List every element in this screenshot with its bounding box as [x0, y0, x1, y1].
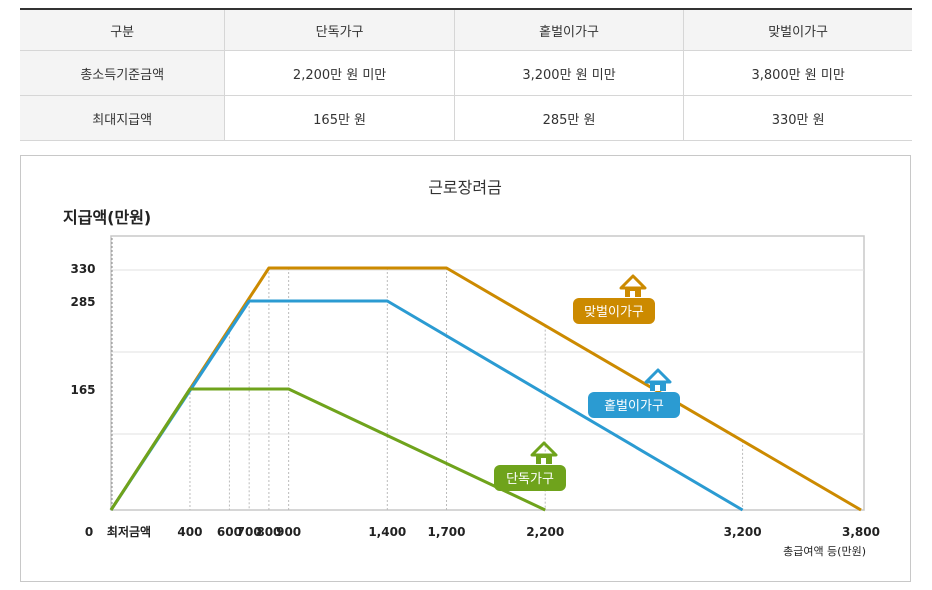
eligibility-table: 구분 단독가구 홑벌이가구 맞벌이가구 총소득기준금액 2,200만 원 미만 … — [20, 8, 912, 141]
row-label-income: 총소득기준금액 — [20, 50, 225, 96]
table-row: 최대지급액 165만 원 285만 원 330만 원 — [20, 95, 912, 141]
table-row: 총소득기준금액 2,200만 원 미만 3,200만 원 미만 3,800만 원… — [20, 50, 912, 96]
x-tick-label: 800 — [256, 525, 281, 539]
x-tick-label: 3,800 — [842, 525, 880, 539]
table-cell: 165만 원 — [224, 95, 455, 141]
header-category: 구분 — [20, 9, 225, 51]
series-label: 홑벌이가구 — [604, 399, 664, 414]
house-icon — [630, 291, 635, 297]
chart-title: 근로장려금 — [428, 178, 502, 197]
x-tick-label: 1,400 — [368, 525, 406, 539]
series-line — [109, 387, 546, 512]
series-badge — [588, 392, 680, 418]
table-cell: 330만 원 — [683, 95, 912, 141]
earned-income-tax-credit-chart: 근로장려금 지급액(만원) 총급여액 등(만원) 0 최저금액 165 285 33… — [63, 178, 880, 558]
x-tick-label: 3,200 — [724, 525, 762, 539]
x-tick-label: 600 — [217, 525, 242, 539]
x-tick-label: 700 — [237, 525, 262, 539]
table-cell: 2,200만 원 미만 — [224, 50, 455, 96]
header-dual-earner: 맞벌이가구 — [683, 9, 912, 51]
chart-container: 근로장려금 지급액(만원) 총급여액 등(만원) 0 최저금액 165 285 33… — [20, 155, 911, 582]
x-tick-label: 1,700 — [428, 525, 466, 539]
house-icon — [541, 458, 546, 464]
x-axis-label: 총급여액 등(만원) — [783, 545, 866, 558]
house-icon — [655, 385, 660, 391]
y-tick-label: 165 — [70, 383, 95, 397]
plot-frame — [110, 235, 865, 511]
x-tick-label: 900 — [276, 525, 301, 539]
y-axis-label: 지급액(만원) — [63, 208, 151, 227]
x-tick-label: 2,200 — [526, 525, 564, 539]
series-label: 맞벌이가구 — [584, 305, 644, 320]
header-single: 단독가구 — [224, 9, 455, 51]
table-header-row: 구분 단독가구 홑벌이가구 맞벌이가구 — [20, 9, 912, 51]
x-min-label: 최저금액 — [107, 524, 151, 539]
table-cell: 3,200만 원 미만 — [453, 50, 684, 96]
series-badge — [494, 465, 566, 491]
table-cell: 285만 원 — [453, 95, 684, 141]
series-badge — [573, 298, 655, 324]
y-tick-label: 330 — [70, 262, 95, 276]
header-single-earner: 홑벌이가구 — [453, 9, 684, 51]
x-tick-label: 400 — [177, 525, 202, 539]
table-cell: 3,800만 원 미만 — [683, 50, 912, 96]
x-origin-label: 0 — [85, 525, 93, 539]
series-label: 단독가구 — [506, 472, 554, 487]
y-tick-label: 285 — [70, 295, 95, 309]
row-label-max-amount: 최대지급액 — [20, 95, 225, 141]
